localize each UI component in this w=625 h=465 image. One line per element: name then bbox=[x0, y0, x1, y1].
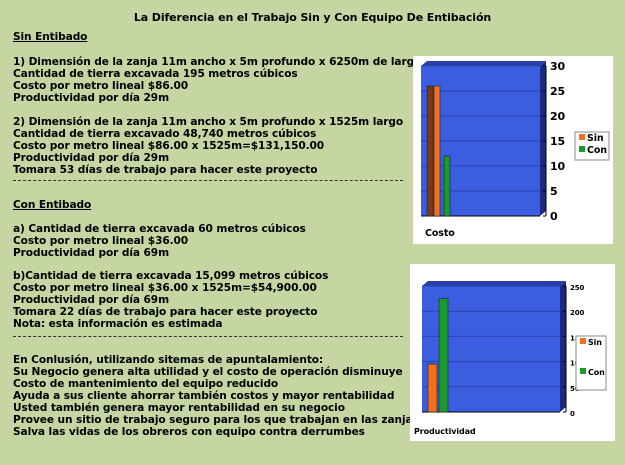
legend-swatch bbox=[580, 338, 586, 344]
conclusion-line: En Conlusión, utilizando sitemas de apun… bbox=[13, 354, 324, 366]
sin-line: Cantidad de tierra excavado 48,740 metro… bbox=[13, 128, 317, 140]
cost-chart: 0 5 10 15 20 25 30 Costo Sin Con bbox=[413, 56, 613, 244]
sin-line: 2) Dimensión de la zanja 11m ancho x 5m … bbox=[13, 116, 404, 128]
bar-con bbox=[438, 298, 449, 413]
divider bbox=[13, 336, 403, 337]
x-category-label: Costo bbox=[425, 228, 455, 239]
legend-swatch bbox=[579, 146, 585, 152]
legend-label: Sin bbox=[588, 338, 602, 347]
sin-line: Tomara 53 días de trabajo para hacer est… bbox=[13, 164, 318, 176]
y-tick-label: 15 bbox=[550, 135, 565, 148]
bar bbox=[426, 85, 434, 217]
y-tick-label: 10 bbox=[550, 160, 566, 173]
conclusion-line: Costo de mantenimiento del equipo reduci… bbox=[13, 378, 279, 390]
conclusion-line: Ayuda a sus cliente ahorrar también cost… bbox=[13, 390, 395, 402]
con-line: Productividad por día 69m bbox=[13, 294, 170, 306]
y-tick-label: 5 bbox=[550, 185, 558, 198]
x-category-label: Productividad bbox=[414, 427, 476, 436]
bar-con bbox=[443, 155, 451, 217]
con-line: Tomara 22 días de trabajo para hacer est… bbox=[13, 306, 318, 318]
sin-heading: Sin Entibado bbox=[13, 31, 88, 43]
y-tick-label: 250 bbox=[570, 284, 585, 292]
productivity-chart: 050100150200250ProductividadSinCon bbox=[410, 264, 615, 441]
plot-top-wall bbox=[422, 281, 566, 286]
sin-line: Productividad por día 29m bbox=[13, 152, 170, 164]
sin-line: Productividad por día 29m bbox=[13, 92, 170, 104]
sin-line: 1) Dimensión de la zanja 11m ancho x 5m … bbox=[13, 56, 422, 68]
legend-swatch bbox=[579, 134, 585, 140]
bar-sin bbox=[427, 363, 438, 413]
plot-side-wall bbox=[540, 61, 546, 216]
con-line: Nota: esta información es estimada bbox=[13, 318, 223, 330]
con-line: Productividad por día 69m bbox=[13, 247, 170, 259]
legend-label: Con bbox=[588, 368, 605, 377]
legend-label: Sin bbox=[587, 133, 604, 144]
divider bbox=[13, 180, 403, 181]
bar-sin bbox=[433, 85, 441, 217]
conclusion-line: Su Negocio genera alta utilidad y el cos… bbox=[13, 366, 403, 378]
legend-box bbox=[575, 335, 607, 391]
sin-line: Costo por metro lineal $86.00 bbox=[13, 80, 189, 92]
con-heading: Con Entibado bbox=[13, 199, 92, 211]
sin-line: Costo por metro lineal $86.00 x 1525m=$1… bbox=[13, 140, 325, 152]
con-line: a) Cantidad de tierra excavada 60 metros… bbox=[13, 223, 306, 235]
productivity-chart-svg: 050100150200250ProductividadSinCon bbox=[414, 281, 607, 436]
y-tick-label: 25 bbox=[550, 85, 565, 98]
sin-line: Cantidad de tierra excavada 195 metros c… bbox=[13, 68, 298, 80]
y-tick-label: 20 bbox=[550, 110, 566, 123]
y-tick-label: 30 bbox=[550, 60, 566, 73]
legend-swatch bbox=[580, 368, 586, 374]
con-line: b)Cantidad de tierra excavada 15,099 met… bbox=[13, 270, 329, 282]
y-tick-label: 0 bbox=[570, 410, 575, 418]
page-title: La Diferencia en el Trabajo Sin y Con Eq… bbox=[133, 11, 492, 24]
plot-top-wall bbox=[421, 61, 546, 66]
plot-side-wall bbox=[560, 281, 566, 412]
conclusion-line: Salva las vidas de los obreros con equip… bbox=[13, 426, 365, 438]
y-tick-label: 0 bbox=[550, 210, 558, 223]
conclusion-line: Usted también genera mayor rentabilidad … bbox=[13, 402, 345, 414]
y-tick-label: 50 bbox=[570, 385, 580, 393]
conclusion-line: Provee un sitio de trabajo seguro para l… bbox=[13, 414, 419, 426]
y-tick-label: 200 bbox=[570, 309, 585, 317]
con-line: Costo por metro lineal $36.00 x 1525m=$5… bbox=[13, 282, 317, 294]
con-line: Costo por metro lineal $36.00 bbox=[13, 235, 189, 247]
legend-label: Con bbox=[587, 145, 607, 156]
